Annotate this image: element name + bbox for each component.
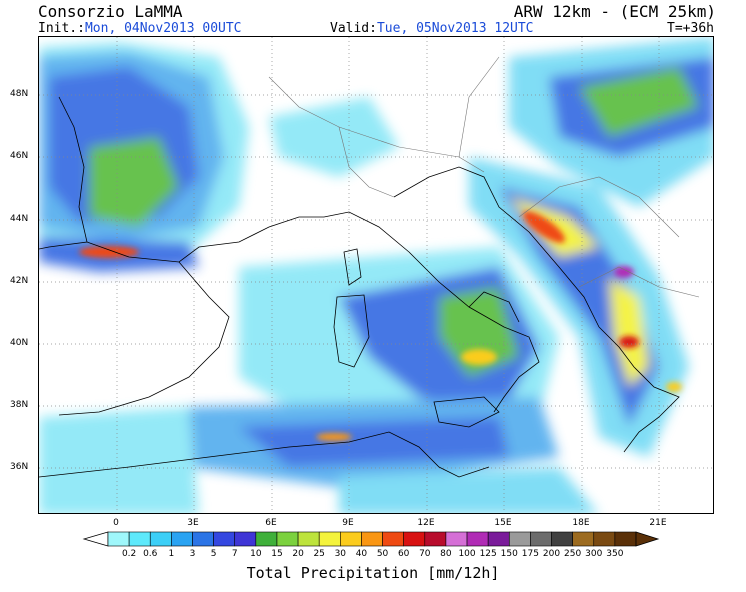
colorbar-swatch	[318, 531, 341, 547]
colorbar-swatch	[192, 531, 214, 547]
colorbar-tick-label: 25	[313, 549, 325, 559]
colorbar-swatch	[445, 531, 468, 547]
lon-label: 18E	[572, 518, 590, 528]
map-canvas	[39, 37, 713, 513]
init-time: Init.:Mon, 04Nov2013 00UTC	[38, 21, 242, 36]
valid-label: Valid:	[330, 21, 377, 36]
colorbar-tick-label: 20	[292, 549, 304, 559]
heavy-precip-cores	[79, 211, 682, 441]
colorbar-swatch	[213, 531, 236, 547]
lat-label: 38N	[10, 400, 29, 410]
colorbar-swatch	[551, 531, 573, 547]
colorbar-swatch	[276, 531, 299, 547]
model-title: ARW 12km - (ECM 25km)	[513, 2, 716, 21]
init-value: Mon, 04Nov2013 00UTC	[84, 21, 242, 36]
colorbar-tick-label: 7	[231, 549, 238, 559]
colorbar-tick-label: 350	[606, 549, 624, 559]
colorbar-tick-label: 3	[189, 549, 196, 559]
colorbar-swatch	[297, 531, 320, 547]
lat-label: 40N	[10, 338, 29, 348]
valid-value: Tue, 05Nov2013 12UTC	[376, 21, 534, 36]
borders	[268, 56, 700, 298]
lon-label: 0	[113, 518, 119, 528]
lat-label: 46N	[10, 151, 29, 161]
colorbar-tick-label: 40	[355, 549, 368, 559]
colorbar-swatch	[128, 531, 151, 547]
colorbar-tick-label: 250	[564, 549, 582, 559]
colorbar-tick-label: 125	[479, 549, 497, 559]
precipitation-field	[39, 37, 713, 513]
lon-label: 3E	[187, 518, 199, 528]
colorbar-tick-label: 5	[210, 549, 217, 559]
colorbar-under-arrow	[82, 531, 109, 547]
colorbar-swatch	[234, 531, 257, 547]
colorbar-swatch	[487, 531, 510, 547]
init-label: Init.:	[38, 21, 85, 36]
colorbar-swatch	[508, 531, 531, 547]
colorbar-tick-label: 15	[271, 549, 283, 559]
colorbar-tick-label: 10	[250, 549, 262, 559]
colorbar-swatch	[530, 531, 552, 547]
lon-label: 6E	[265, 518, 277, 528]
colorbar-swatch	[107, 531, 130, 547]
valid-time: Valid:Tue, 05Nov2013 12UTC	[330, 21, 534, 36]
colorbar-swatch	[382, 531, 404, 547]
colorbar-swatch	[255, 531, 278, 547]
colorbar-tick-label: 1	[168, 549, 175, 559]
lon-label: 21E	[649, 518, 667, 528]
colorbar-swatch	[361, 531, 383, 547]
colorbar-tick-label: 50	[376, 549, 389, 559]
colorbar-tick-label: 150	[500, 549, 518, 559]
colorbar-over-arrow	[635, 531, 660, 547]
colorbar-tick-label: 0.6	[143, 549, 158, 559]
lon-label: 12E	[417, 518, 435, 528]
colorbar-tick-label: 100	[458, 549, 476, 559]
colorbar-tick-label: 300	[585, 549, 603, 559]
colorbar-swatch	[403, 531, 426, 547]
colorbar-swatch	[171, 531, 193, 547]
colorbar-tick-label: 30	[334, 549, 347, 559]
colorbar-tick-label: 80	[440, 549, 452, 559]
colorbar-tick-label: 70	[419, 549, 431, 559]
lat-label: 36N	[10, 462, 29, 472]
colorbar-tick-label: 0.2	[121, 549, 137, 559]
lat-label: 42N	[10, 276, 29, 286]
colorbar-swatch	[466, 531, 489, 547]
colorbar-tick-label: 200	[542, 549, 561, 559]
forecast-step: T=+36h	[667, 21, 714, 36]
colorbar-swatch	[593, 531, 616, 547]
lon-label: 9E	[342, 518, 354, 528]
precipitation-map	[38, 36, 714, 514]
colorbar-swatch	[340, 531, 362, 547]
colorbar-title: Total Precipitation [mm/12h]	[246, 564, 500, 582]
colorbar-tick-label: 60	[397, 549, 410, 559]
colorbar	[82, 531, 660, 547]
lat-label: 48N	[10, 89, 29, 99]
colorbar-tick-label: 175	[521, 549, 539, 559]
coastlines	[39, 96, 680, 478]
colorbar-swatch	[149, 531, 172, 547]
colorbar-swatch	[424, 531, 447, 547]
colorbar-swatch	[572, 531, 595, 547]
lat-label: 44N	[10, 214, 29, 224]
lon-label: 15E	[494, 518, 512, 528]
org-title: Consorzio LaMMA	[38, 2, 183, 21]
colorbar-swatch	[614, 531, 637, 547]
graticule	[39, 37, 713, 513]
